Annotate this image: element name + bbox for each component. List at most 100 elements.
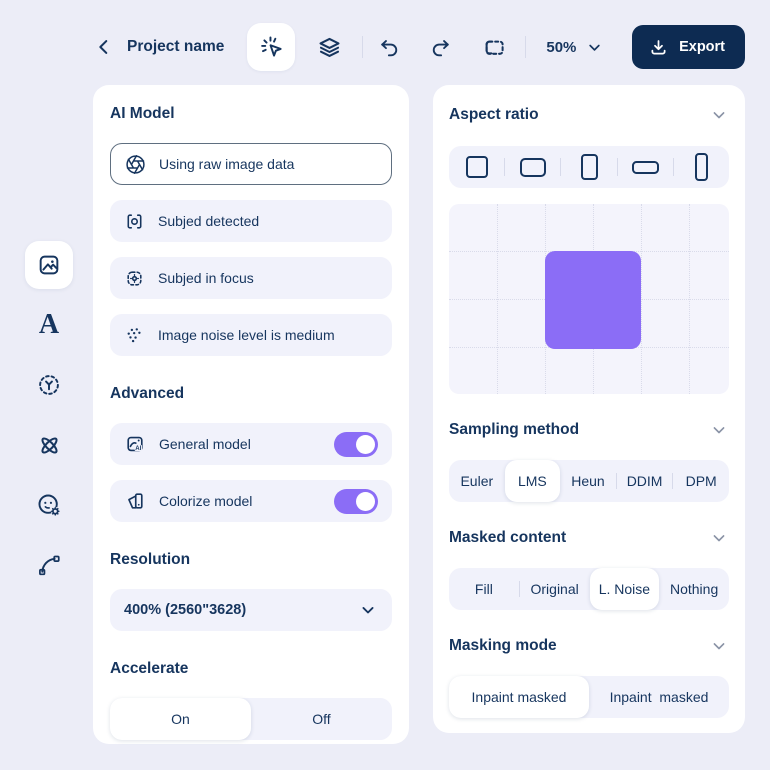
masked-content-segmented: Fill Original L. Noise Nothing (449, 568, 729, 610)
tool-rail: A (25, 241, 73, 601)
masked-fill-option[interactable]: Fill (449, 568, 519, 610)
masked-content-section-header[interactable]: Masked content (449, 528, 729, 548)
resize-selection-icon (481, 34, 508, 61)
image-icon (36, 252, 62, 278)
resize-canvas-button[interactable] (481, 34, 508, 61)
sampling-method-title: Sampling method (449, 421, 580, 438)
option-raw-image-data[interactable]: Using raw image data (110, 143, 392, 185)
flower-icon (36, 432, 63, 459)
text-tool-icon: A (38, 309, 60, 340)
masked-content-title: Masked content (449, 529, 567, 546)
export-button[interactable]: Export (632, 25, 745, 69)
toggle-knob (356, 434, 375, 454)
sampling-lms-option[interactable]: LMS (504, 460, 561, 502)
chevron-down-icon (585, 38, 604, 57)
resolution-title: Resolution (110, 551, 191, 568)
segment-divider (615, 473, 617, 489)
sampling-ddim-option[interactable]: DDIM (617, 460, 673, 502)
toggle-label: General model (159, 436, 251, 452)
transform-3d-icon (36, 372, 62, 398)
topbar: Project name (93, 23, 745, 71)
aspect-preview-canvas (449, 204, 729, 394)
settings-panel: Aspect ratio Sampling method Euler L (433, 85, 745, 733)
image-tool-button[interactable] (25, 241, 73, 289)
segment-label: LMS (517, 473, 547, 489)
sampling-heun-option[interactable]: Heun (560, 460, 616, 502)
zoom-level-value: 50% (546, 38, 577, 56)
chevron-left-icon (93, 36, 115, 58)
ai-model-title: AI Model (110, 105, 175, 122)
aspect-portrait-option[interactable] (561, 146, 616, 188)
chevron-down-icon (358, 600, 378, 620)
general-model-row[interactable]: AI General model (110, 423, 392, 465)
focus-icon (124, 268, 145, 289)
masking-mode-section-header[interactable]: Masking mode (449, 636, 729, 656)
magic-select-tool-button[interactable] (247, 23, 296, 71)
subject-detected-icon (124, 211, 145, 232)
segment-label: L. Noise (598, 581, 651, 597)
ai-model-panel: AI Model Using raw image data Subjed det… (93, 85, 409, 744)
option-label: Using raw image data (159, 156, 295, 172)
segment-label: Inpaint masked (609, 689, 709, 705)
segment-label: Off (312, 711, 331, 727)
colorize-model-toggle[interactable] (334, 488, 378, 514)
layers-button[interactable] (316, 34, 343, 61)
masked-nothing-option[interactable]: Nothing (659, 568, 729, 610)
aspect-square-option[interactable] (449, 146, 504, 188)
face-settings-tool-button[interactable] (25, 481, 73, 529)
canvas-shape-handle[interactable] (545, 251, 641, 349)
segment-divider (518, 581, 520, 597)
segment-label: Original (530, 581, 579, 597)
resolution-dropdown[interactable]: 400% (2560"3628) (110, 589, 392, 631)
colorize-model-icon (124, 490, 146, 512)
aspect-ratio-title: Aspect ratio (449, 106, 539, 123)
zoom-level-dropdown[interactable]: 50% (546, 38, 604, 57)
sampling-euler-option[interactable]: Euler (449, 460, 505, 502)
masking-inpaint-masked-option[interactable]: Inpaint masked (449, 676, 589, 718)
aspect-ratio-options (449, 146, 729, 188)
text-tool-button[interactable]: A (25, 301, 73, 349)
back-button[interactable] (93, 36, 115, 58)
general-model-icon: AI (124, 433, 146, 455)
masked-original-option[interactable]: Original (520, 568, 590, 610)
redo-button[interactable] (428, 35, 453, 60)
sampling-method-section-header[interactable]: Sampling method (449, 420, 729, 440)
aspect-landscape-option[interactable] (505, 146, 560, 188)
redo-icon (428, 35, 453, 60)
shape-flower-tool-button[interactable] (25, 421, 73, 469)
segment-divider (672, 473, 674, 489)
segment-label: On (171, 711, 190, 727)
aspect-divider (560, 158, 562, 176)
option-subject-in-focus[interactable]: Subjed in focus (110, 257, 392, 299)
layers-icon (316, 34, 343, 61)
aspect-ratio-section-header[interactable]: Aspect ratio (449, 105, 729, 125)
segment-label: DPM (685, 473, 717, 489)
masked-lnoise-option[interactable]: L. Noise (589, 568, 660, 610)
topbar-divider-2 (525, 36, 527, 58)
transform-tool-button[interactable] (25, 361, 73, 409)
resolution-value: 400% (2560"3628) (124, 602, 247, 618)
masking-mode-title: Masking mode (449, 637, 557, 654)
segment-label: Fill (474, 581, 493, 597)
option-noise-level[interactable]: Image noise level is medium (110, 314, 392, 356)
masking-inpaint-not-masked-option[interactable]: Inpaint masked (589, 676, 729, 718)
face-settings-icon (36, 492, 62, 518)
aspect-square-icon (465, 156, 488, 178)
chevron-down-icon (709, 105, 729, 125)
aspect-tall-option[interactable] (674, 146, 729, 188)
aspect-wide-option[interactable] (618, 146, 673, 188)
option-subject-detected[interactable]: Subjed detected (110, 200, 392, 242)
sampling-method-segmented: Euler LMS Heun DDIM DPM (449, 460, 729, 502)
aspect-tall-icon (694, 153, 708, 181)
aspect-divider (672, 158, 674, 176)
undo-button[interactable] (377, 35, 402, 60)
aspect-portrait-icon (580, 154, 598, 180)
export-button-label: Export (679, 39, 725, 55)
accelerate-on-option[interactable]: On (110, 698, 251, 740)
curve-pen-tool-button[interactable] (25, 541, 73, 589)
advanced-title: Advanced (110, 385, 185, 402)
sampling-dpm-option[interactable]: DPM (673, 460, 729, 502)
colorize-model-row[interactable]: Colorize model (110, 480, 392, 522)
general-model-toggle[interactable] (334, 431, 378, 457)
accelerate-off-option[interactable]: Off (251, 698, 392, 740)
